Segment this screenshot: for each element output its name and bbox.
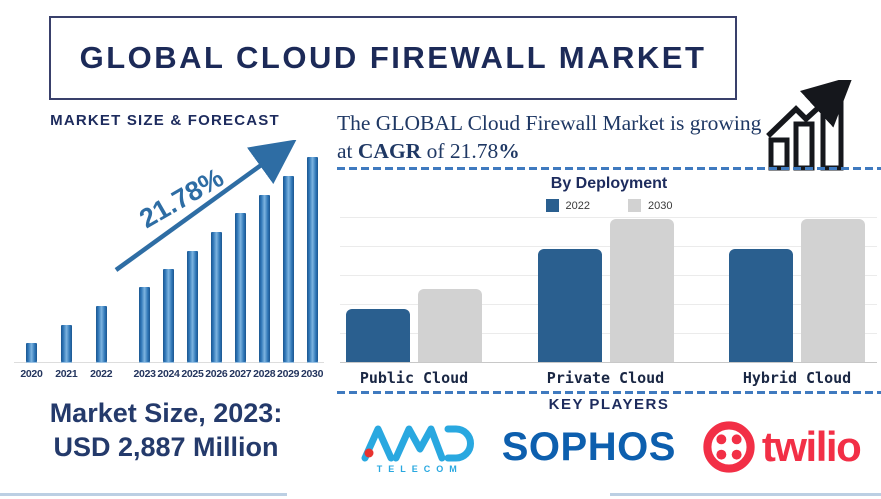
- forecast-year-label: 2025: [181, 368, 204, 380]
- forecast-bar-column: 2029: [276, 140, 300, 380]
- deployment-category-label: Public Cloud: [359, 369, 469, 387]
- dashed-divider-bottom: [337, 391, 881, 394]
- twilio-ring-icon: [703, 421, 755, 473]
- deployment-bar-group: [729, 219, 865, 362]
- forecast-year-label: 2022: [90, 368, 113, 380]
- legend-swatch: [545, 199, 559, 212]
- twilio-logo: twilio: [702, 420, 862, 474]
- forecast-bar-column: 2028: [252, 140, 276, 380]
- forecast-bar-column: 2025: [180, 140, 204, 380]
- legend-label: 2030: [648, 199, 673, 212]
- deployment-bar-chart: [340, 217, 877, 363]
- forecast-bar-column: 2021: [49, 140, 84, 380]
- forecast-bar: [258, 194, 270, 363]
- deployment-category-label: Private Cloud: [546, 369, 665, 387]
- intro-percent-sign: %: [498, 138, 520, 163]
- deployment-bar-group: [537, 219, 674, 362]
- forecast-bar: [186, 250, 198, 363]
- intro-text-before: The GLOBAL Cloud Firewall Market is grow…: [337, 111, 767, 163]
- forecast-bar: [163, 269, 174, 363]
- forecast-year-label: 2020: [20, 368, 43, 380]
- legend-item: 2030: [628, 199, 672, 212]
- intro-text-mid: of: [421, 138, 450, 163]
- twilio-wordmark: twilio: [761, 423, 862, 470]
- forecast-year-label: 2028: [253, 368, 276, 380]
- forecast-bar: [95, 305, 107, 363]
- dashed-divider-top: [337, 167, 881, 170]
- deployment-groups: [340, 216, 877, 362]
- legend-swatch: [628, 199, 641, 212]
- deployment-bar-2022: [729, 249, 793, 362]
- key-players-title: KEY PLAYERS: [548, 396, 670, 413]
- legend-label: 2022: [565, 199, 590, 212]
- deployment-bar-2022: [537, 249, 602, 362]
- deployment-bar-2030: [609, 219, 674, 362]
- forecast-bar: [210, 232, 222, 363]
- forecast-bars: 2020 2021 2022 2023 2024 2025 2026 2027 2028 2029…: [14, 140, 324, 380]
- forecast-year-label: 2023: [133, 368, 156, 380]
- deployment-category-label: Hybrid Cloud: [742, 369, 852, 387]
- deployment-chart-title: By Deployment: [550, 175, 668, 192]
- deployment-labels: Public Cloud Private Cloud Hybrid Cloud: [340, 369, 877, 387]
- intro-cagr-term: CAGR: [357, 138, 422, 163]
- forecast-year-label: 2024: [157, 368, 180, 380]
- forecast-bar-chart: 2020 2021 2022 2023 2024 2025 2026 2027 2028 2029…: [14, 140, 324, 386]
- forecast-year-label: 2027: [229, 368, 252, 380]
- forecast-bar-column: 2022: [84, 140, 119, 380]
- forecast-bar: [234, 213, 246, 363]
- forecast-bar-column: 2030: [300, 140, 324, 380]
- forecast-bar-column: 2026: [204, 140, 228, 380]
- amd-telecom-subtext: TELECOM: [376, 464, 463, 474]
- deployment-bar-2030: [801, 219, 865, 362]
- forecast-year-label: 2029: [277, 368, 300, 380]
- market-size-line1: Market Size, 2023:: [49, 398, 283, 428]
- forecast-year-label: 2030: [300, 368, 324, 380]
- key-players-logos: TELECOM SOPHOS twilio: [337, 410, 881, 484]
- sophos-logo: SOPHOS: [501, 424, 676, 469]
- amd-telecom-logo: TELECOM: [358, 420, 476, 474]
- growth-chart-icon: [766, 80, 854, 171]
- title-banner: GLOBAL CLOUD FIREWALL MARKET: [49, 16, 737, 100]
- forecast-bar: [60, 325, 72, 363]
- forecast-bar: [139, 287, 151, 363]
- market-size-callout: Market Size, 2023: USD 2,887 Million: [0, 397, 332, 465]
- forecast-bar: [306, 157, 318, 363]
- legend-item: 2022: [545, 199, 590, 212]
- cagr-intro-text: The GLOBAL Cloud Firewall Market is grow…: [337, 110, 769, 166]
- deployment-bar-2030: [418, 289, 482, 362]
- page-title: GLOBAL CLOUD FIREWALL MARKET: [79, 40, 707, 75]
- market-size-line2: USD 2,887 Million: [53, 431, 279, 462]
- deployment-bar-group: [346, 289, 482, 362]
- footer-line-left: [0, 493, 287, 496]
- intro-cagr-value: 21.78: [449, 138, 499, 163]
- amd-telecom-wordmark-icon: [361, 425, 474, 462]
- deployment-legend: 2022 2030: [337, 199, 881, 212]
- forecast-bar-column: 2027: [228, 140, 252, 380]
- forecast-year-label: 2021: [55, 368, 78, 380]
- forecast-bar: [282, 176, 294, 363]
- deployment-bar-2022: [346, 309, 410, 362]
- forecast-bar-column: 2023: [133, 140, 157, 380]
- forecast-bar-column: 2020: [14, 140, 49, 380]
- forecast-bar: [25, 343, 37, 363]
- forecast-section-title: MARKET SIZE & FORECAST: [50, 112, 280, 129]
- forecast-bar-column: 2024: [157, 140, 181, 380]
- forecast-year-label: 2026: [205, 368, 228, 380]
- footer-line-right: [610, 493, 881, 496]
